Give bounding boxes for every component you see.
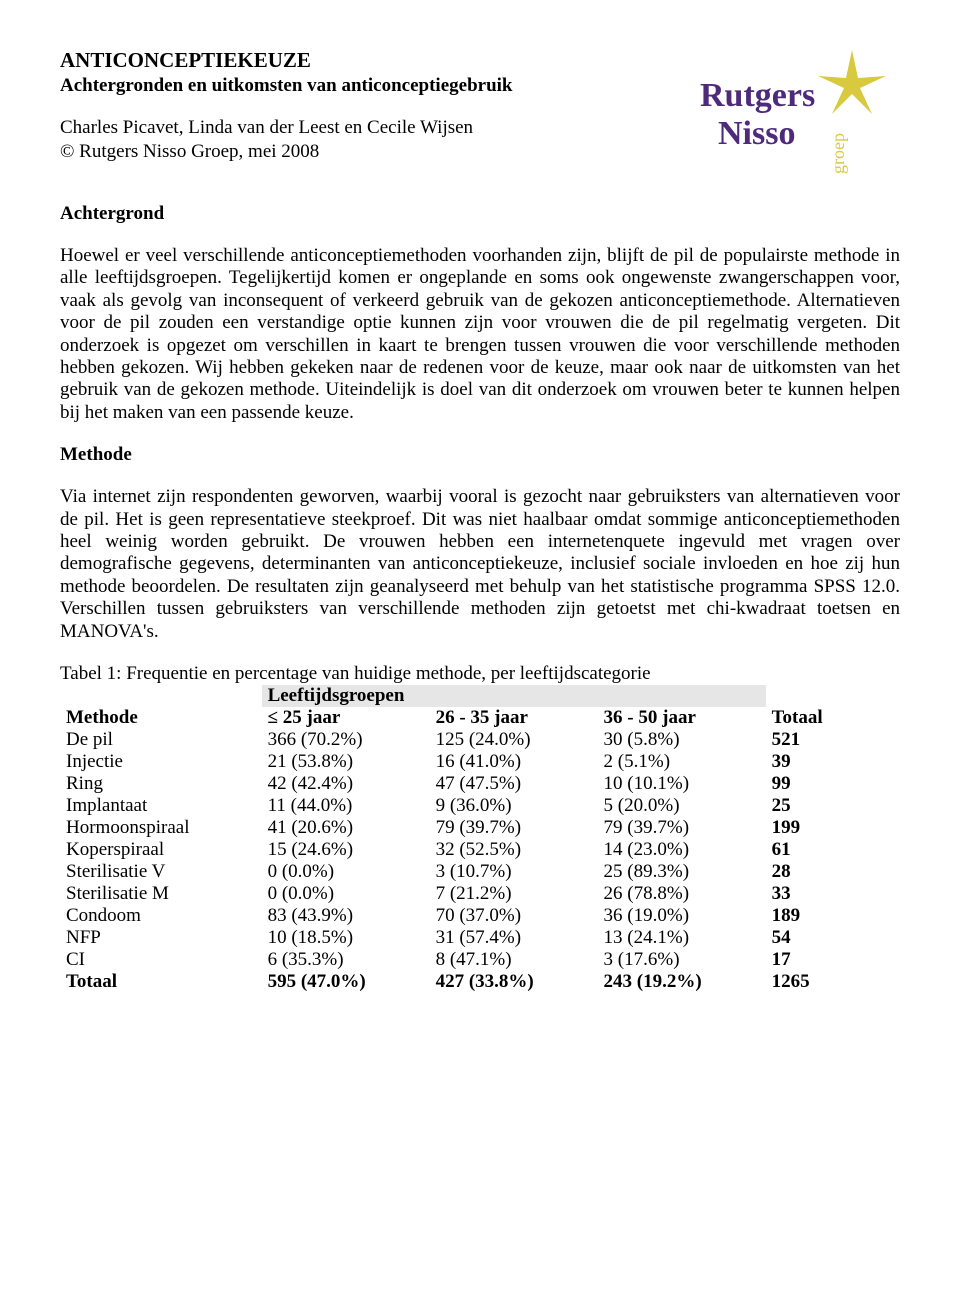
cell-g3: 3 (17.6%) (598, 949, 766, 971)
table-caption: Tabel 1: Frequentie en percentage van hu… (60, 663, 900, 685)
cell-g1: 6 (35.3%) (262, 949, 430, 971)
table-row: CI6 (35.3%)8 (47.1%)3 (17.6%)17 (60, 949, 900, 971)
table-row: Ring42 (42.4%)47 (47.5%)10 (10.1%)99 (60, 773, 900, 795)
table-row: Implantaat11 (44.0%)9 (36.0%)5 (20.0%)25 (60, 795, 900, 817)
cell-g2: 79 (39.7%) (430, 817, 598, 839)
cell-g2: 47 (47.5%) (430, 773, 598, 795)
table-total-row: Totaal595 (47.0%)427 (33.8%)243 (19.2%)1… (60, 971, 900, 993)
cell-g1: 42 (42.4%) (262, 773, 430, 795)
logo-word-1: Rutgers (700, 77, 815, 114)
cell-method: Hormoonspiraal (60, 817, 262, 839)
cell-total: 1265 (766, 971, 900, 993)
document-title: ANTICONCEPTIEKEUZE (60, 48, 670, 73)
cell-g3: 26 (78.8%) (598, 883, 766, 905)
heading-methode: Methode (60, 444, 900, 466)
table-super-header: Leeftijdsgroepen (262, 685, 766, 707)
cell-g2: 70 (37.0%) (430, 905, 598, 927)
cell-method: Implantaat (60, 795, 262, 817)
document-page: ANTICONCEPTIEKEUZE Achtergronden en uitk… (0, 0, 960, 1292)
table-row: De pil366 (70.2%)125 (24.0%)30 (5.8%)521 (60, 729, 900, 751)
cell-g2: 16 (41.0%) (430, 751, 598, 773)
cell-g3: 13 (24.1%) (598, 927, 766, 949)
cell-total: 189 (766, 905, 900, 927)
cell-method: Totaal (60, 971, 262, 993)
cell-total: 54 (766, 927, 900, 949)
cell-g2: 32 (52.5%) (430, 839, 598, 861)
cell-g1: 10 (18.5%) (262, 927, 430, 949)
cell-g1: 366 (70.2%) (262, 729, 430, 751)
logo-word-2: Nisso (718, 115, 795, 152)
col-header-g1: ≤ 25 jaar (262, 707, 430, 729)
document-subtitle: Achtergronden en uitkomsten van anticonc… (60, 75, 670, 97)
cell-g2: 8 (47.1%) (430, 949, 598, 971)
cell-method: Koperspiraal (60, 839, 262, 861)
cell-g3: 36 (19.0%) (598, 905, 766, 927)
rutgers-nisso-logo: Rutgers Nisso groep (690, 48, 900, 188)
cell-g2: 31 (57.4%) (430, 927, 598, 949)
cell-method: Sterilisatie V (60, 861, 262, 883)
document-copyright: © Rutgers Nisso Groep, mei 2008 (60, 141, 670, 163)
cell-g3: 243 (19.2%) (598, 971, 766, 993)
cell-total: 39 (766, 751, 900, 773)
table-super-header-row: Leeftijdsgroepen (60, 685, 900, 707)
cell-g1: 15 (24.6%) (262, 839, 430, 861)
cell-total: 99 (766, 773, 900, 795)
cell-g1: 83 (43.9%) (262, 905, 430, 927)
cell-method: Condoom (60, 905, 262, 927)
cell-method: CI (60, 949, 262, 971)
cell-total: 17 (766, 949, 900, 971)
table-row: Injectie21 (53.8%)16 (41.0%)2 (5.1%)39 (60, 751, 900, 773)
paragraph-achtergrond: Hoewel er veel verschillende anticoncept… (60, 245, 900, 424)
cell-g3: 79 (39.7%) (598, 817, 766, 839)
frequency-table: Leeftijdsgroepen Methode ≤ 25 jaar 26 - … (60, 685, 900, 993)
cell-g1: 41 (20.6%) (262, 817, 430, 839)
cell-g1: 595 (47.0%) (262, 971, 430, 993)
cell-g1: 21 (53.8%) (262, 751, 430, 773)
document-authors: Charles Picavet, Linda van der Leest en … (60, 117, 670, 139)
logo-word-3: groep (828, 133, 848, 174)
cell-g3: 5 (20.0%) (598, 795, 766, 817)
col-header-total: Totaal (766, 707, 900, 729)
table-row: Koperspiraal15 (24.6%)32 (52.5%)14 (23.0… (60, 839, 900, 861)
cell-method: Sterilisatie M (60, 883, 262, 905)
cell-method: Ring (60, 773, 262, 795)
cell-g3: 10 (10.1%) (598, 773, 766, 795)
table-row: Sterilisatie M0 (0.0%)7 (21.2%)26 (78.8%… (60, 883, 900, 905)
cell-total: 61 (766, 839, 900, 861)
cell-total: 199 (766, 817, 900, 839)
cell-g3: 2 (5.1%) (598, 751, 766, 773)
cell-g3: 14 (23.0%) (598, 839, 766, 861)
table-body: De pil366 (70.2%)125 (24.0%)30 (5.8%)521… (60, 729, 900, 993)
cell-method: Injectie (60, 751, 262, 773)
cell-g2: 427 (33.8%) (430, 971, 598, 993)
table-row: NFP10 (18.5%)31 (57.4%)13 (24.1%)54 (60, 927, 900, 949)
cell-total: 521 (766, 729, 900, 751)
header-text-block: ANTICONCEPTIEKEUZE Achtergronden en uitk… (60, 48, 690, 203)
table-row: Sterilisatie V0 (0.0%)3 (10.7%)25 (89.3%… (60, 861, 900, 883)
cell-g1: 0 (0.0%) (262, 861, 430, 883)
cell-g2: 7 (21.2%) (430, 883, 598, 905)
cell-g1: 11 (44.0%) (262, 795, 430, 817)
cell-g1: 0 (0.0%) (262, 883, 430, 905)
cell-g2: 3 (10.7%) (430, 861, 598, 883)
cell-g3: 30 (5.8%) (598, 729, 766, 751)
cell-g2: 125 (24.0%) (430, 729, 598, 751)
table-row: Condoom83 (43.9%)70 (37.0%)36 (19.0%)189 (60, 905, 900, 927)
col-header-g2: 26 - 35 jaar (430, 707, 598, 729)
cell-total: 33 (766, 883, 900, 905)
cell-total: 25 (766, 795, 900, 817)
table-header-row: Methode ≤ 25 jaar 26 - 35 jaar 36 - 50 j… (60, 707, 900, 729)
table-row: Hormoonspiraal41 (20.6%)79 (39.7%)79 (39… (60, 817, 900, 839)
cell-g2: 9 (36.0%) (430, 795, 598, 817)
header-row: ANTICONCEPTIEKEUZE Achtergronden en uitk… (60, 48, 900, 203)
cell-g3: 25 (89.3%) (598, 861, 766, 883)
heading-achtergrond: Achtergrond (60, 203, 900, 225)
cell-method: De pil (60, 729, 262, 751)
cell-method: NFP (60, 927, 262, 949)
cell-total: 28 (766, 861, 900, 883)
col-header-g3: 36 - 50 jaar (598, 707, 766, 729)
paragraph-methode: Via internet zijn respondenten geworven,… (60, 486, 900, 643)
col-header-method: Methode (60, 707, 262, 729)
